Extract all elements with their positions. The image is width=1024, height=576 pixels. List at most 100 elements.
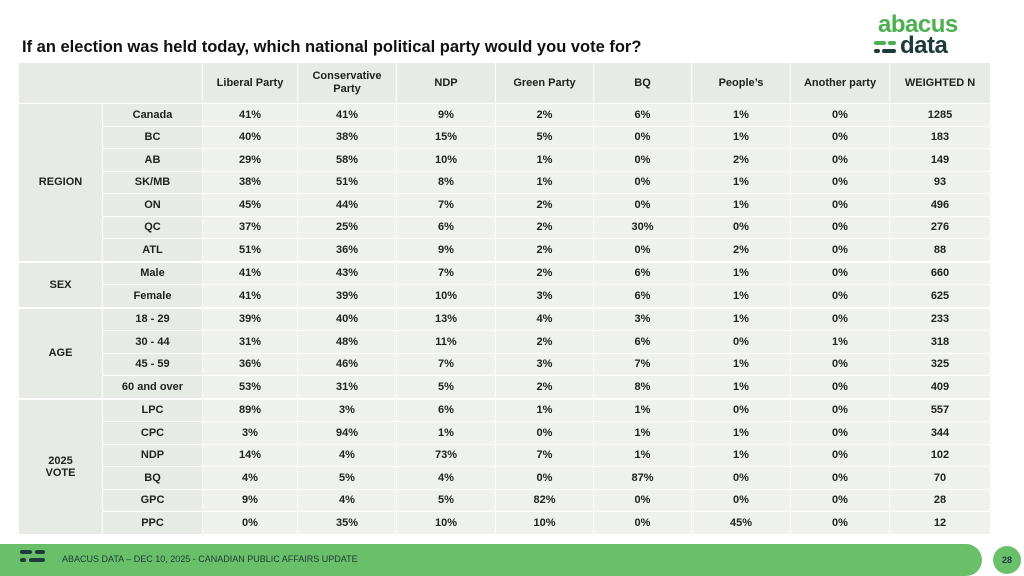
table-cell: 5% [495,125,594,149]
table-cell: 2% [691,238,791,262]
table-cell: 2% [495,103,594,127]
table-cell: 11% [396,330,496,354]
table-cell: 5% [297,466,397,490]
table-cell: 0% [202,511,298,535]
table-row: 60 and over 53% 31% 5% 2% 8% 1% 0% 409 [19,375,991,399]
table-cell: 2% [495,193,594,217]
table-row: CPC 3% 94% 1% 0% 1% 1% 0% 344 [19,421,991,445]
footer-bar [0,544,982,576]
table-cell: 88 [889,238,991,262]
table-cell: 13% [396,306,496,331]
table-cell: 0% [593,170,692,194]
col-header: NDP [396,62,496,104]
table-row: 45 - 59 36% 46% 7% 3% 7% 1% 0% 325 [19,352,991,376]
table-cell: 51% [297,170,397,194]
table-cell: 15% [396,125,496,149]
group-label: 2025 VOTE [18,397,103,535]
table-cell: 0% [691,215,791,239]
table-cell: 1% [691,103,791,127]
table-cell: 25% [297,215,397,239]
table-cell: 6% [593,103,692,127]
table-cell: 6% [593,284,692,308]
table-cell: 41% [202,260,298,285]
table-cell: 48% [297,330,397,354]
header-blank [18,62,203,104]
table-cell: 87% [593,466,692,490]
table-cell: 4% [297,488,397,512]
table-cell: 8% [593,375,692,399]
table-cell: 10% [396,511,496,535]
table-cell: 1% [691,193,791,217]
table-cell: 38% [297,125,397,149]
table-cell: 1% [691,170,791,194]
table-cell: 318 [889,330,991,354]
table-cell: 40% [297,306,397,331]
row-label: LPC [102,397,203,422]
row-label: NDP [102,443,203,467]
table-cell: 0% [593,193,692,217]
table-cell: 94% [297,421,397,445]
table-cell: 31% [297,375,397,399]
table-cell: 0% [495,466,594,490]
table-cell: 0% [495,421,594,445]
table-cell: 36% [202,352,298,376]
table-cell: 5% [396,375,496,399]
table-cell: 93 [889,170,991,194]
table-cell: 39% [202,306,298,331]
table-cell: 0% [790,193,890,217]
table-cell: 660 [889,260,991,285]
table-cell: 6% [396,397,496,422]
table-row: SEX Male 41% 43% 7% 2% 6% 1% 0% 660 [18,260,991,308]
table-cell: 1% [691,375,791,399]
results-table: Liberal Party Conservative Party NDP Gre… [18,62,991,535]
row-label: QC [102,215,203,239]
table-cell: 0% [691,466,791,490]
table-cell: 70 [889,466,991,490]
table-cell: 0% [790,103,890,127]
table-cell: 7% [396,260,496,285]
table-cell: 10% [396,148,496,172]
table-cell: 35% [297,511,397,535]
table-cell: 0% [790,352,890,376]
table-cell: 0% [790,148,890,172]
group-label: SEX [18,260,103,308]
row-label: GPC [102,488,203,512]
table-cell: 0% [790,306,890,331]
table-cell: 89% [202,397,298,422]
table-cell: 1% [691,421,791,445]
table-cell: 0% [691,488,791,512]
col-header: People’s [691,62,791,104]
table-cell: 2% [495,260,594,285]
table-cell: 0% [790,397,890,422]
table-cell: 44% [297,193,397,217]
row-label: ATL [102,238,203,262]
table-row: AGE 18 - 29 39% 40% 13% 4% 3% 1% 0% 233 [18,306,991,399]
table-cell: 0% [593,125,692,149]
row-label: Male [102,260,203,285]
row-label: CPC [102,421,203,445]
table-cell: 0% [790,511,890,535]
table-cell: 1285 [889,103,991,127]
table-cell: 233 [889,306,991,331]
table-cell: 41% [202,103,298,127]
table-cell: 1% [396,421,496,445]
table-cell: 409 [889,375,991,399]
table-cell: 10% [495,511,594,535]
table-cell: 1% [691,352,791,376]
table-row: 2025 VOTE LPC 89% 3% 6% 1% 1% 0% 0% 557 [18,397,991,535]
table-cell: 1% [495,170,594,194]
col-header: Liberal Party [202,62,298,104]
row-label: 45 - 59 [102,352,203,376]
table-cell: 4% [396,466,496,490]
row-label: 30 - 44 [102,330,203,354]
table-cell: 1% [790,330,890,354]
row-label: BC [102,125,203,149]
col-header: Green Party [495,62,594,104]
table-cell: 2% [495,330,594,354]
table-cell: 8% [396,170,496,194]
table-cell: 7% [396,352,496,376]
logo-bars-icon [874,39,898,57]
table-cell: 0% [593,488,692,512]
table-cell: 0% [790,375,890,399]
row-label: BQ [102,466,203,490]
